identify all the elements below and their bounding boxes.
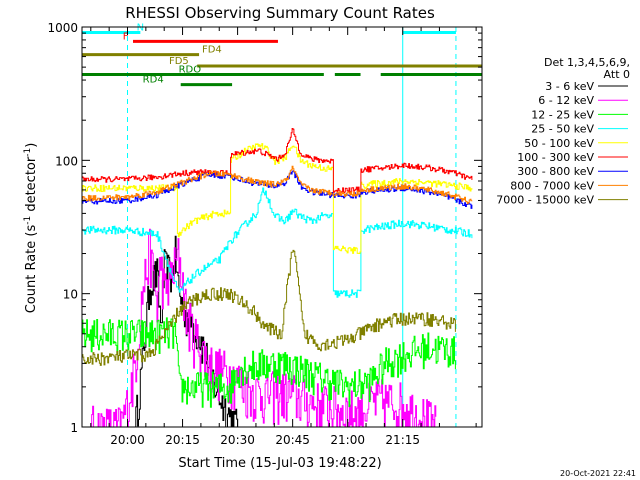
flag-bar-label: F [123,31,129,42]
legend-entry-label: 3 - 6 keV [545,80,594,93]
series-line [82,170,473,209]
y-axis-label-part: detector [24,156,39,216]
series-line [82,249,456,366]
x-tick-label: 20:15 [165,433,200,447]
legend-entry-label: 50 - 100 keV [524,137,594,150]
y-tick-label: 100 [55,154,78,168]
legend-entry-label: 7000 - 15000 keV [496,194,594,207]
x-tick-label: 21:15 [385,433,420,447]
flag-bar-label: N [137,22,144,33]
series-line [90,228,437,427]
chart-title: RHESSI Observing Summary Count Rates [125,4,435,22]
x-tick-label: 20:00 [110,433,145,447]
legend-header-line: Att 0 [604,68,630,81]
y-axis-label-part: Count Rate (s [24,225,39,314]
series-line [82,143,473,254]
legend-entry-label: 800 - 7000 keV [510,179,594,192]
y-tick-label: 1000 [47,21,78,35]
series-line [82,317,456,408]
x-tick-label: 20:45 [275,433,310,447]
series-line [82,128,473,194]
flag-bar-label: RD4 [143,75,164,86]
y-axis-label-part: ) [24,143,39,148]
series-line [82,165,473,205]
flag-bar-label: FD4 [202,45,222,56]
x-tick-label: 21:00 [330,433,365,447]
data-series [82,128,473,427]
legend-header-line: Det 1,3,4,5,6,9, [544,56,630,69]
timestamp: 20-Oct-2021 22:41 [560,469,636,478]
y-axis-label-sup: -1 [23,216,33,225]
flag-bar-label: RDO [179,65,202,76]
flag-bar-label: FD5 [169,56,189,67]
legend-entry-label: 6 - 12 keV [538,94,594,107]
plot-frame [81,26,483,428]
x-axis-label: Start Time (15-Jul-03 19:48:22) [178,456,381,471]
legend-entry-label: 12 - 25 keV [531,108,594,121]
axis-ticks: 20:00 20:15 20:30 20:45 21:00 21:15 1 10 100 1000 [47,21,482,447]
y-axis-label-sup: -1 [23,148,33,157]
x-tick-label: 20:30 [220,433,255,447]
y-tick-label: 10 [63,288,78,302]
y-axis-label: Count Rate (s-1 detector-1) [23,143,39,314]
legend-entry-label: 100 - 300 keV [517,151,594,164]
series-line [82,187,473,298]
legend-entry-label: 25 - 50 keV [531,123,594,136]
legend-entry-label: 300 - 800 keV [517,165,594,178]
y-tick-label: 1 [70,421,78,435]
